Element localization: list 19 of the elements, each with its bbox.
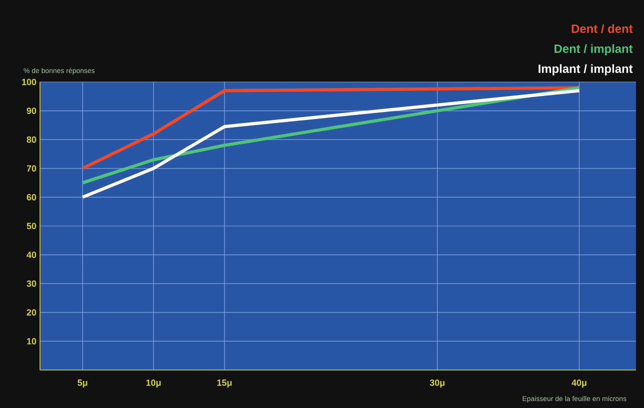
y-tick-label: 80 — [26, 136, 36, 143]
y-tick-label: 10 — [27, 338, 36, 344]
text: Dent / dent — [572, 24, 633, 34]
y-tick-label: 20 — [26, 309, 36, 316]
y-tick-label: 30 — [26, 280, 36, 287]
y-tick-label: 40 — [26, 252, 36, 258]
y-tick-label: 70 — [26, 165, 36, 172]
line-series — [80, 89, 581, 199]
x-tick-label: 10μ — [146, 380, 161, 388]
y-tick-label: 90 — [26, 108, 36, 114]
y-tick-label: 60 — [26, 194, 36, 200]
x-tick-label: 40μ — [572, 380, 586, 388]
x-tick-label: 30μ — [430, 380, 444, 388]
x-tick-label: 5μ — [78, 380, 88, 388]
series-label: Implant / implant — [538, 64, 633, 76]
x-tick-label: 15μ — [217, 380, 232, 388]
y-tick-label: 100 — [22, 78, 36, 86]
text: Dent / implant — [554, 44, 633, 56]
y-tick-label: 50 — [26, 222, 36, 230]
